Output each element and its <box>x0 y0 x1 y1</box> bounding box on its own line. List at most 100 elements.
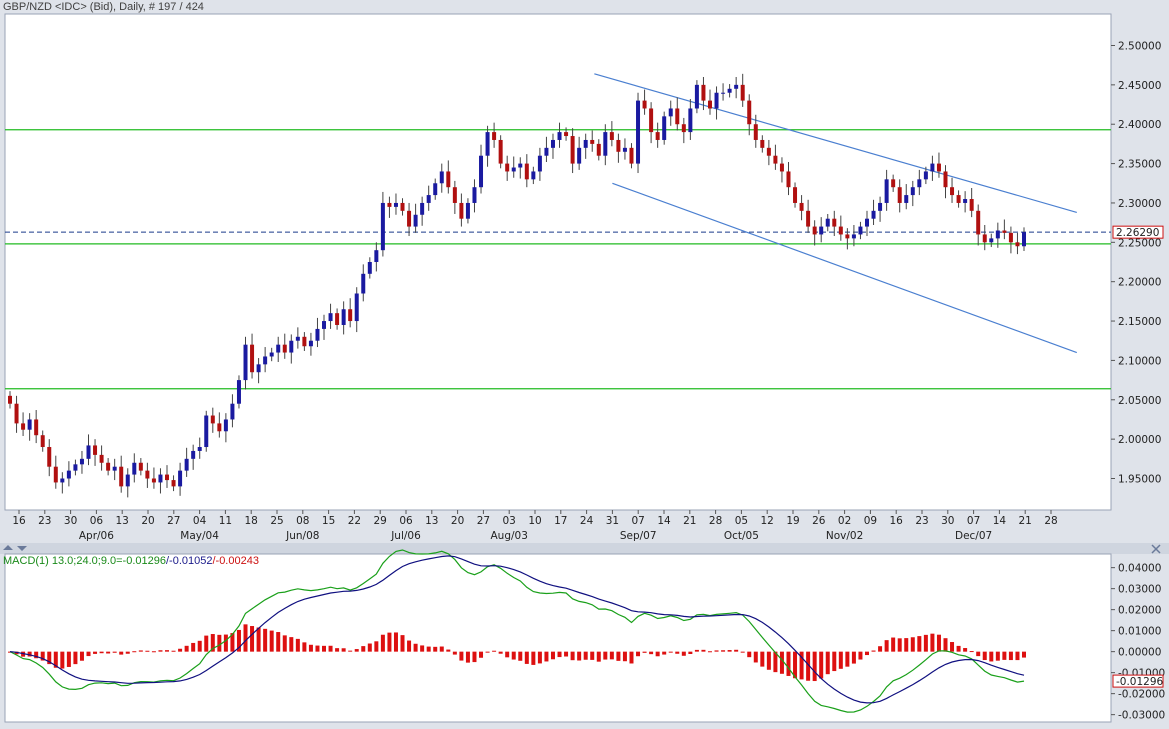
date-tick-label: 17 <box>554 515 567 527</box>
histogram-bar <box>740 651 745 653</box>
price-y-tick-label: 1.95000 <box>1118 474 1161 486</box>
candle-body <box>112 466 117 471</box>
histogram-bar <box>636 651 641 657</box>
current-price-label: 2.26290 <box>1116 227 1159 239</box>
candle-body <box>125 474 130 487</box>
candle-body <box>819 226 824 235</box>
histogram-bar <box>531 651 536 665</box>
candle-body <box>93 445 98 455</box>
candle-body <box>878 202 883 211</box>
candle-body <box>989 238 994 243</box>
histogram-bar <box>191 642 196 652</box>
panel-divider[interactable] <box>0 543 1169 554</box>
candle-body <box>413 214 418 227</box>
histogram-bar <box>119 651 124 655</box>
histogram-bar <box>387 632 392 652</box>
histogram-bar <box>910 637 915 652</box>
date-tick-label: 12 <box>761 515 774 527</box>
candle-body <box>138 462 143 471</box>
candle-body <box>217 423 222 432</box>
histogram-bar <box>609 651 614 660</box>
histogram-bar <box>79 651 84 661</box>
price-plot-area <box>4 13 1112 511</box>
candle-body <box>655 132 660 140</box>
histogram-bar <box>289 637 294 652</box>
histogram-bar <box>236 629 241 652</box>
candle-body <box>923 171 928 180</box>
date-tick-label: 06 <box>90 515 104 527</box>
support-resistance-lines <box>5 73 1111 390</box>
candle-body <box>498 139 503 164</box>
histogram-label-value: /-0.00243 <box>212 555 259 567</box>
date-tick-label: 30 <box>64 515 77 527</box>
date-tick-label: 13 <box>425 515 438 527</box>
candle-body <box>577 147 582 164</box>
candle-body <box>439 171 444 184</box>
histogram-bar <box>276 632 281 652</box>
price-y-tick-label: 2.45000 <box>1118 80 1161 92</box>
date-tick-label: 23 <box>915 515 928 527</box>
candle-body <box>465 202 470 219</box>
histogram-bar <box>825 651 830 675</box>
histogram-bar <box>760 651 765 667</box>
histogram-bar <box>210 634 215 652</box>
histogram-bar <box>106 651 111 654</box>
histogram-bar <box>773 651 778 673</box>
candle-body <box>1002 230 1007 233</box>
collapse-arrows-icon[interactable] <box>3 545 27 551</box>
histogram-bar <box>86 651 91 657</box>
candle-body <box>832 218 837 227</box>
candle-body <box>367 262 372 274</box>
candle-body <box>564 132 569 137</box>
candle-body <box>492 132 497 140</box>
histogram-bar <box>793 651 798 679</box>
candle-body <box>269 352 274 357</box>
histogram-bar <box>230 633 235 652</box>
histogram-bar <box>989 651 994 662</box>
histogram-bar <box>838 651 843 669</box>
candle-body <box>446 171 451 188</box>
histogram-bar <box>577 651 582 661</box>
candle-body <box>518 163 523 168</box>
histogram-bar <box>223 634 228 652</box>
candle-body <box>335 313 340 325</box>
candle-body <box>701 84 706 101</box>
candle-body <box>760 139 765 148</box>
candle-body <box>786 171 791 188</box>
close-panel-icon[interactable] <box>1151 544 1161 554</box>
candle-body <box>590 139 595 144</box>
candle-body <box>197 447 202 451</box>
histogram-bar <box>1008 651 1013 661</box>
candle-body <box>230 403 235 420</box>
histogram-bar <box>622 651 627 662</box>
macd-lines <box>9 549 1025 713</box>
candle-body <box>721 92 726 94</box>
histogram-bar <box>433 646 438 652</box>
month-label: Sep/07 <box>620 530 657 542</box>
candle-body <box>936 163 941 172</box>
candle-body <box>910 187 915 196</box>
candle-body <box>276 344 281 353</box>
histogram-bar <box>374 641 379 652</box>
month-label: May/04 <box>180 530 219 542</box>
candle-body <box>531 171 536 180</box>
histogram-bar <box>269 630 274 652</box>
date-tick-label: 16 <box>890 515 904 527</box>
candle-body <box>511 167 516 172</box>
date-tick-label: 25 <box>270 515 283 527</box>
candle-body <box>845 234 850 239</box>
price-y-tick-label: 2.05000 <box>1118 395 1161 407</box>
candle-body <box>223 419 228 432</box>
histogram-bar <box>14 651 19 655</box>
histogram-bar <box>930 633 935 652</box>
candle-body <box>400 202 405 211</box>
date-tick-label: 20 <box>451 515 464 527</box>
date-tick-label: 14 <box>993 515 1007 527</box>
date-tick-label: 14 <box>657 515 671 527</box>
chart-title: GBP/NZD <IDC> (Bid), Daily, # 197 / 424 <box>3 1 204 13</box>
histogram-bar <box>393 632 398 652</box>
date-tick-label: 29 <box>374 515 387 527</box>
histogram-bar <box>380 634 385 652</box>
candle-body <box>943 171 948 188</box>
histogram-bar <box>66 651 71 667</box>
